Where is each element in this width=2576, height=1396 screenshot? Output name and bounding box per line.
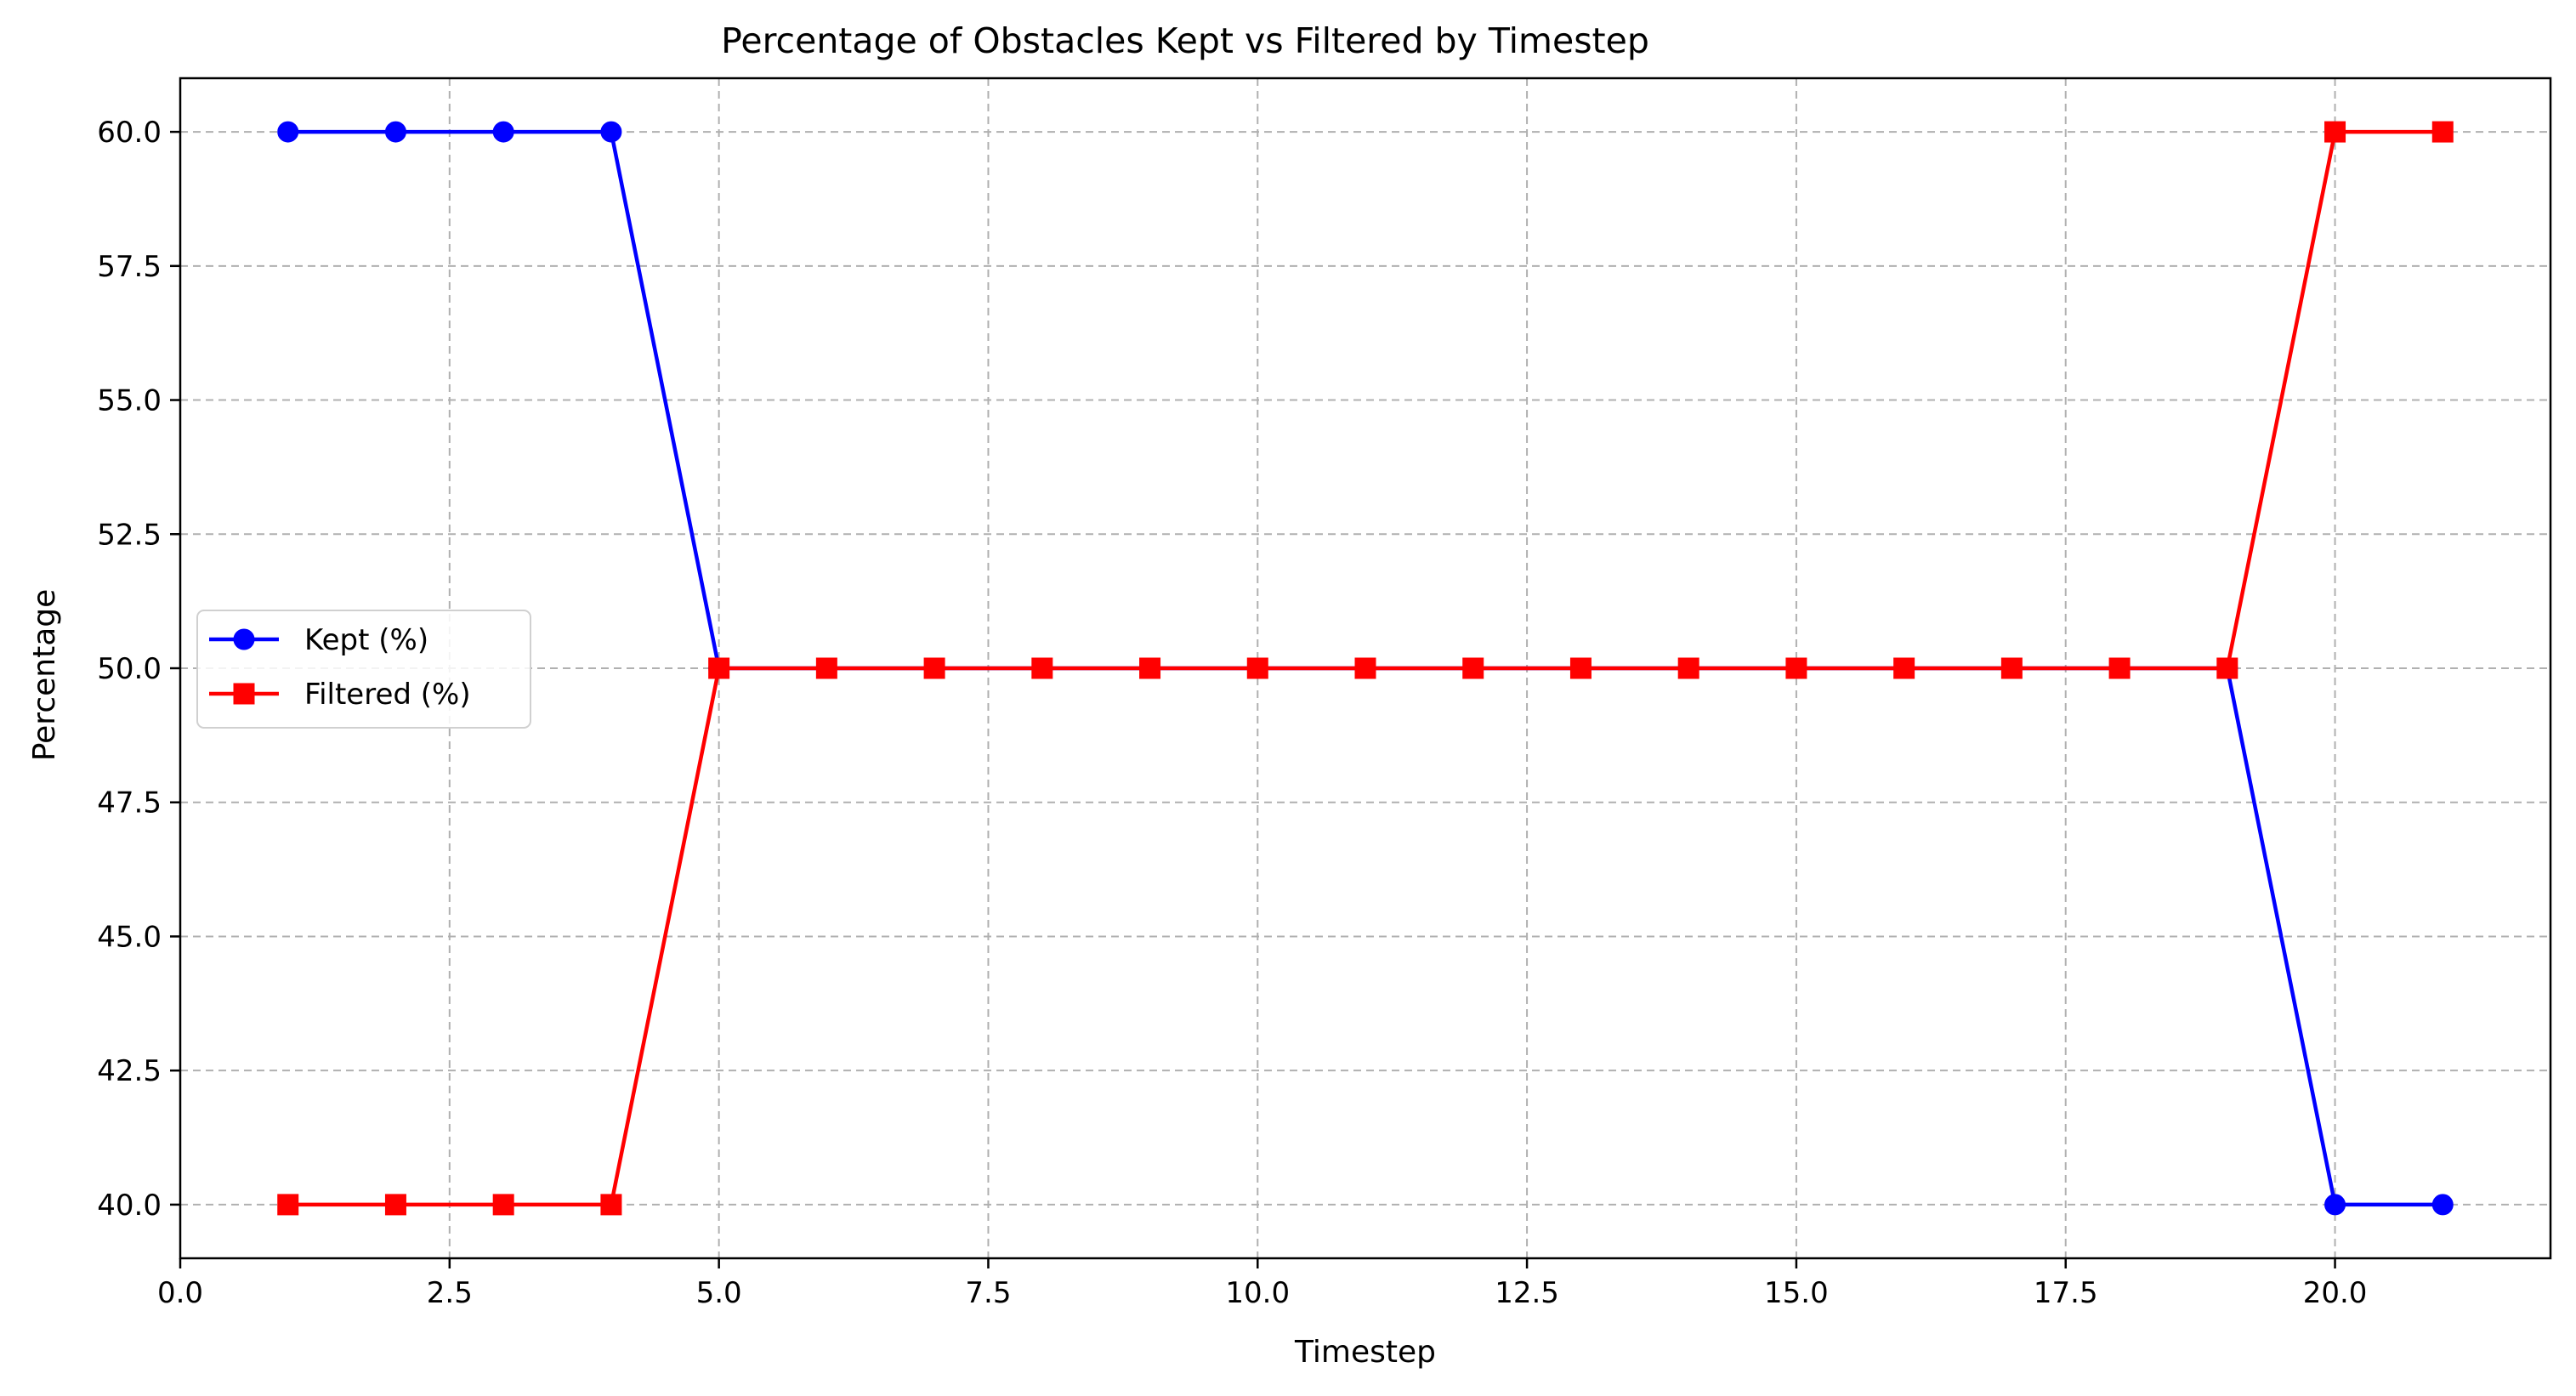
data-point-filtered xyxy=(2324,121,2346,143)
data-point-filtered xyxy=(708,657,730,679)
data-point-kept xyxy=(2324,1194,2346,1216)
data-point-filtered xyxy=(1354,657,1376,679)
y-tick-label: 45.0 xyxy=(97,920,162,954)
axes xyxy=(170,77,2552,1268)
y-tick-label: 55.0 xyxy=(97,384,162,418)
x-axis-label: Timestep xyxy=(1294,1335,1436,1370)
data-point-kept xyxy=(384,121,406,143)
data-point-filtered xyxy=(1569,657,1592,679)
data-point-filtered xyxy=(923,657,945,679)
data-point-filtered xyxy=(1677,657,1699,679)
y-tick-label: 40.0 xyxy=(97,1189,162,1223)
y-tick-label: 42.5 xyxy=(97,1054,162,1088)
data-point-filtered xyxy=(600,1194,622,1216)
legend-item-filtered: Filtered (%) xyxy=(209,678,471,712)
x-tick-label: 7.5 xyxy=(965,1276,1011,1310)
data-point-filtered xyxy=(1785,657,1807,679)
data-point-filtered xyxy=(1893,657,1915,679)
series-filtered xyxy=(277,121,2454,1216)
data-point-kept xyxy=(492,121,514,143)
data-point-filtered xyxy=(2108,657,2131,679)
x-tick-label: 15.0 xyxy=(1764,1276,1829,1310)
data-point-kept xyxy=(2431,1194,2454,1216)
x-tick-label: 17.5 xyxy=(2034,1276,2098,1310)
x-tick-label: 12.5 xyxy=(1495,1276,1559,1310)
legend-label-kept: Kept (%) xyxy=(304,623,428,657)
data-point-filtered xyxy=(2216,657,2238,679)
y-tick-label: 52.5 xyxy=(97,518,162,552)
data-point-kept xyxy=(277,121,299,143)
data-point-kept xyxy=(600,121,622,143)
y-axis-label: Percentage xyxy=(27,589,62,762)
data-point-filtered xyxy=(2000,657,2023,679)
data-point-filtered xyxy=(1462,657,1484,679)
x-tick-label: 10.0 xyxy=(1225,1276,1290,1310)
data-point-filtered xyxy=(1246,657,1268,679)
legend-marker-filtered xyxy=(233,683,255,705)
series-layer xyxy=(277,121,2454,1216)
x-tick-label: 2.5 xyxy=(427,1276,473,1310)
x-tick-label: 0.0 xyxy=(157,1276,203,1310)
legend-item-kept: Kept (%) xyxy=(209,623,428,657)
data-point-filtered xyxy=(2431,121,2454,143)
legend-label-filtered: Filtered (%) xyxy=(304,678,471,712)
tick-labels: 0.0 2.5 5.0 7.5 10.0 12.5 15.0 17.5 20.0 40.0 42.5… xyxy=(97,116,2367,1310)
x-tick-label: 5.0 xyxy=(696,1276,742,1310)
data-point-filtered xyxy=(384,1194,406,1216)
y-tick-label: 50.0 xyxy=(97,652,162,686)
data-point-filtered xyxy=(815,657,837,679)
data-point-filtered xyxy=(1031,657,1053,679)
legend: Kept (%) Filtered (%) xyxy=(196,610,531,729)
y-tick-label: 60.0 xyxy=(97,116,162,150)
y-tick-label: 57.5 xyxy=(97,250,162,284)
chart-title: Percentage of Obstacles Kept vs Filtered… xyxy=(721,20,1649,61)
data-point-filtered xyxy=(277,1194,299,1216)
data-point-filtered xyxy=(492,1194,514,1216)
data-point-filtered xyxy=(1139,657,1161,679)
y-tick-label: 47.5 xyxy=(97,786,162,820)
legend-marker-kept xyxy=(233,628,255,650)
x-tick-label: 20.0 xyxy=(2303,1276,2368,1310)
legend-box xyxy=(196,610,531,729)
